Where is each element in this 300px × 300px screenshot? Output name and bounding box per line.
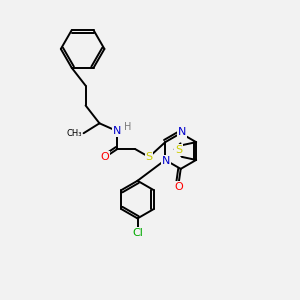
Text: H: H xyxy=(124,122,131,132)
Text: Cl: Cl xyxy=(132,228,143,238)
Text: CH₃: CH₃ xyxy=(66,129,82,138)
Text: N: N xyxy=(162,156,170,166)
Text: N: N xyxy=(178,127,186,137)
Text: O: O xyxy=(100,152,109,162)
Text: S: S xyxy=(146,152,153,162)
Text: S: S xyxy=(175,145,182,155)
Text: N: N xyxy=(113,126,122,136)
Text: O: O xyxy=(174,182,183,192)
